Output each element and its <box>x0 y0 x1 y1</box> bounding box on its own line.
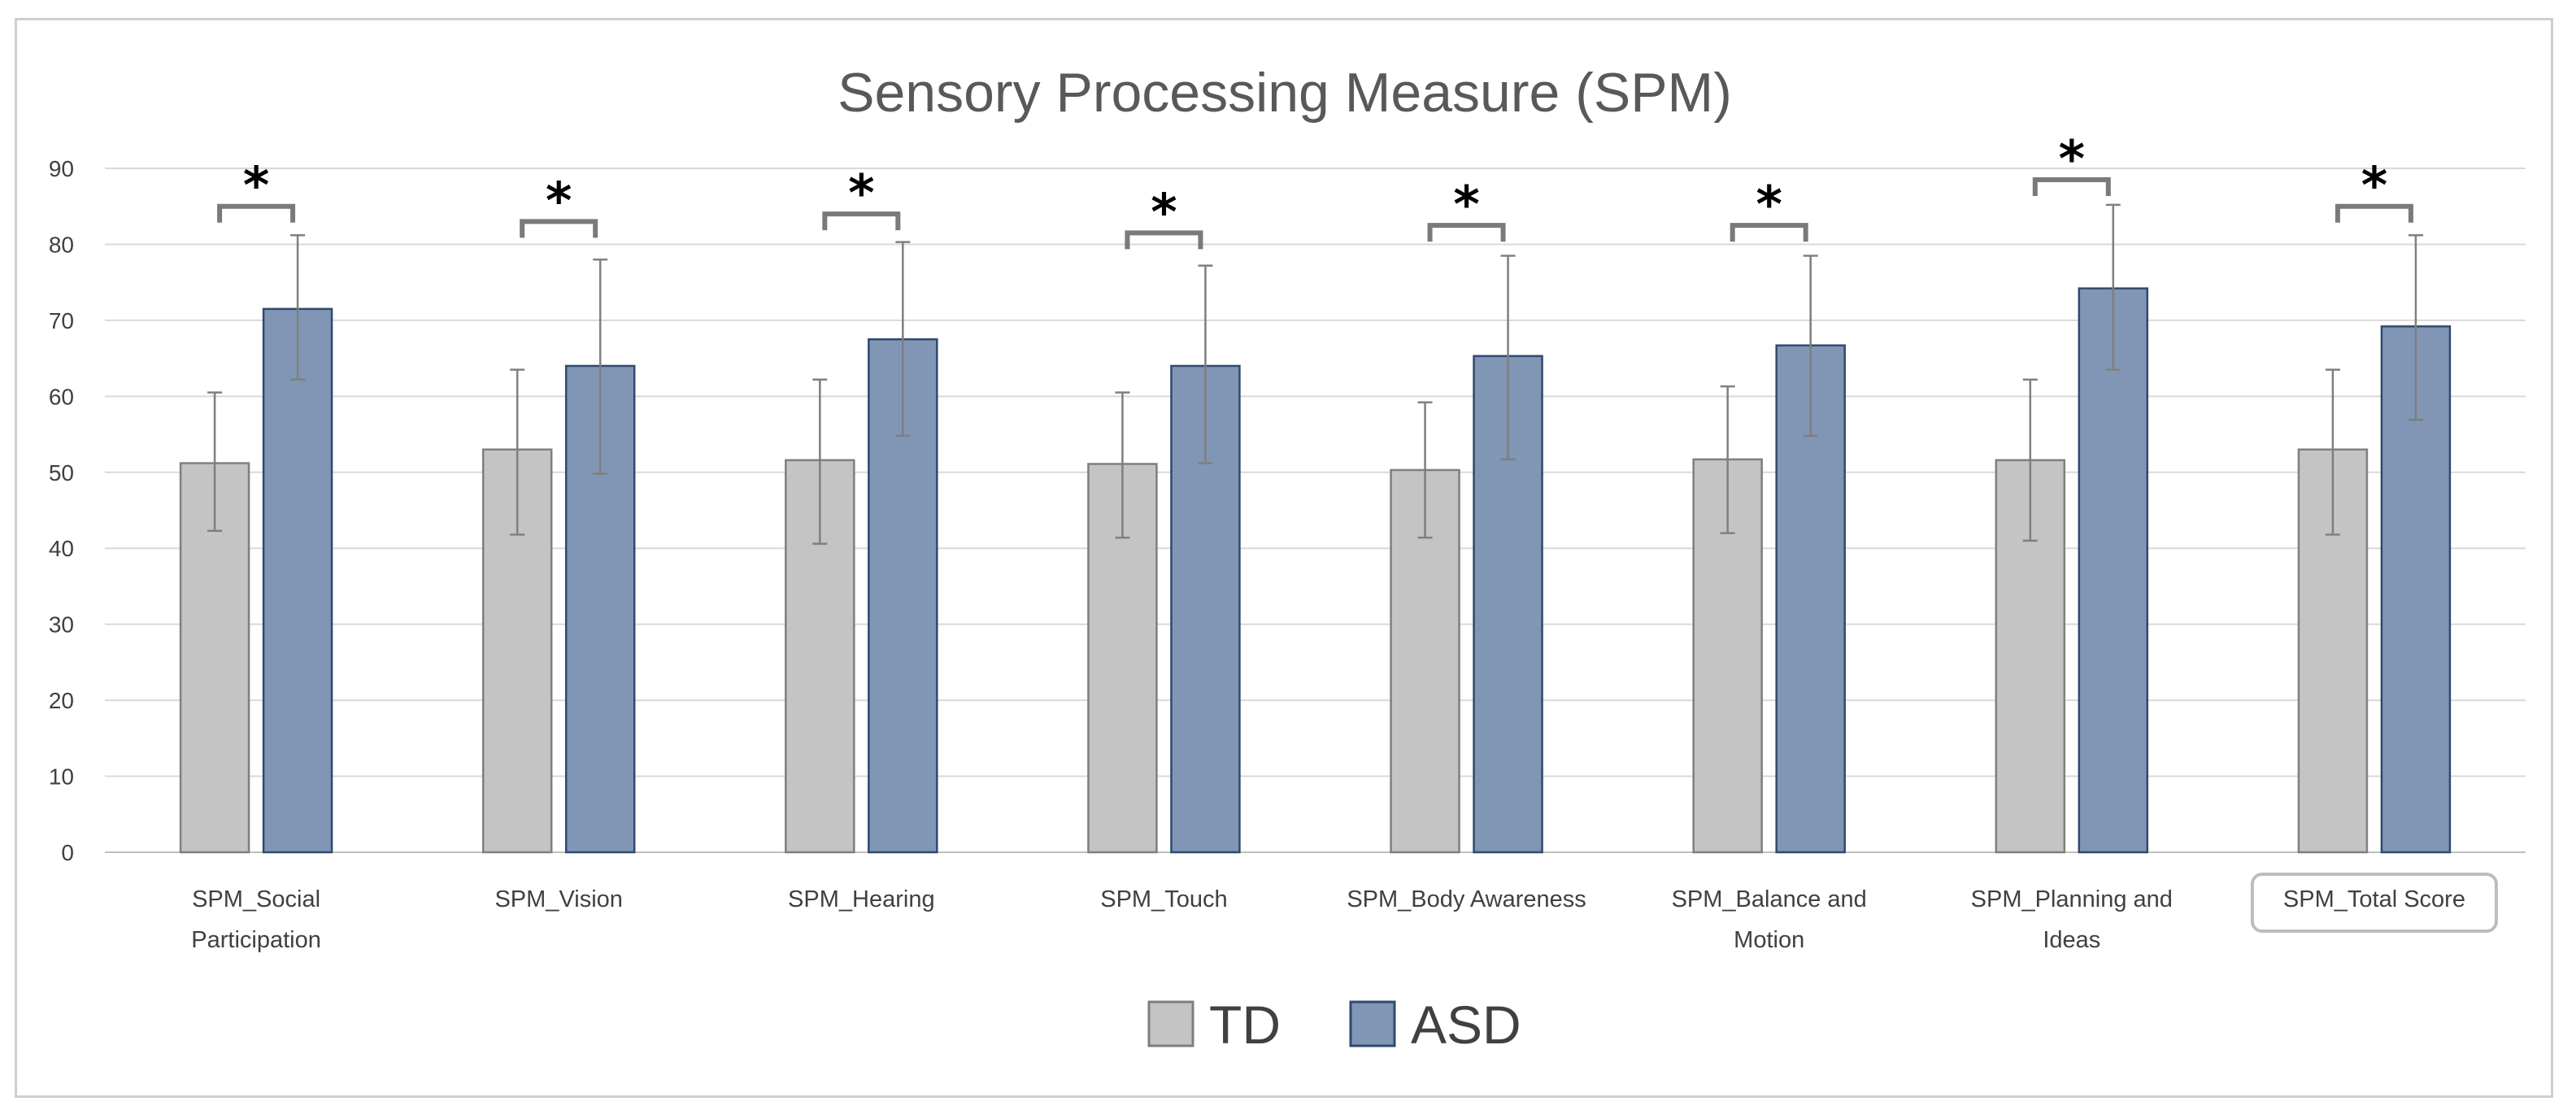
legend-swatch-td <box>1147 1000 1194 1047</box>
grid-lines <box>105 168 2526 853</box>
y-tick-label: 0 <box>61 840 74 865</box>
bar-asd <box>2078 287 2149 854</box>
category-label: Motion <box>1734 927 1804 953</box>
category-label: SPM_Touch <box>1100 886 1227 912</box>
error-bars <box>207 203 2423 545</box>
y-tick-label: 50 <box>49 460 74 485</box>
significance-star: * <box>546 171 572 230</box>
category-label: SPM_Total Score <box>2283 886 2465 912</box>
y-tick-label: 70 <box>49 308 74 333</box>
y-tick-label: 20 <box>49 688 74 713</box>
y-tick-label: 10 <box>49 764 74 790</box>
category-label: Ideas <box>2043 927 2100 953</box>
category-label: Participation <box>191 927 321 953</box>
x-axis: SPM_Social Participation SPM_Vision SPM_Hea… <box>191 873 2498 953</box>
y-tick-label: 90 <box>49 156 74 181</box>
significance-bracket <box>2032 177 2111 197</box>
significance-bracket <box>2334 203 2413 223</box>
legend-label-td: TD <box>1209 995 1281 1055</box>
category-label: SPM_Social <box>192 886 320 912</box>
significance-bracket <box>1427 223 1506 242</box>
y-tick-label: 40 <box>49 536 74 561</box>
significance-star: * <box>1453 175 1479 234</box>
significance-bracket <box>1125 230 1203 250</box>
significance-bracket <box>822 211 901 231</box>
category-label: SPM_Planning and <box>1971 886 2173 912</box>
y-axis: 0 10 20 30 40 50 60 70 80 90 <box>49 156 74 865</box>
significance-bracket <box>217 203 296 223</box>
category-label: SPM_Body Awareness <box>1347 886 1586 912</box>
category-label: SPM_Vision <box>494 886 622 912</box>
category-label-highlight <box>2250 873 2498 933</box>
bars <box>179 287 2452 854</box>
chart-frame: Sensory Processing Measure (SPM) 0 10 20 30… <box>15 18 2553 1098</box>
significance-star: * <box>1756 175 1782 234</box>
significance-bracket <box>520 219 598 238</box>
y-tick-label: 30 <box>49 612 74 638</box>
category-label: SPM_Hearing <box>788 886 935 912</box>
significance-star: * <box>2059 129 2085 189</box>
significance-star: * <box>2361 156 2387 216</box>
bar-chart: Sensory Processing Measure (SPM) 0 10 20 30… <box>49 62 2526 1055</box>
y-tick-label: 80 <box>49 232 74 257</box>
y-tick-label: 60 <box>49 384 74 409</box>
significance-markers: * * * * * * * * <box>217 129 2413 250</box>
significance-bracket <box>1730 223 1808 242</box>
category-label: SPM_Balance and <box>1672 886 1867 912</box>
legend: TD ASD <box>1147 995 1521 1055</box>
bar-asd <box>262 307 333 854</box>
significance-star: * <box>848 163 874 223</box>
legend-swatch-asd <box>1349 1000 1396 1047</box>
legend-label-asd: ASD <box>1411 995 1521 1055</box>
significance-star: * <box>1151 182 1177 242</box>
chart-title: Sensory Processing Measure (SPM) <box>838 62 1732 124</box>
significance-star: * <box>243 156 269 216</box>
bar-asd <box>564 364 636 854</box>
